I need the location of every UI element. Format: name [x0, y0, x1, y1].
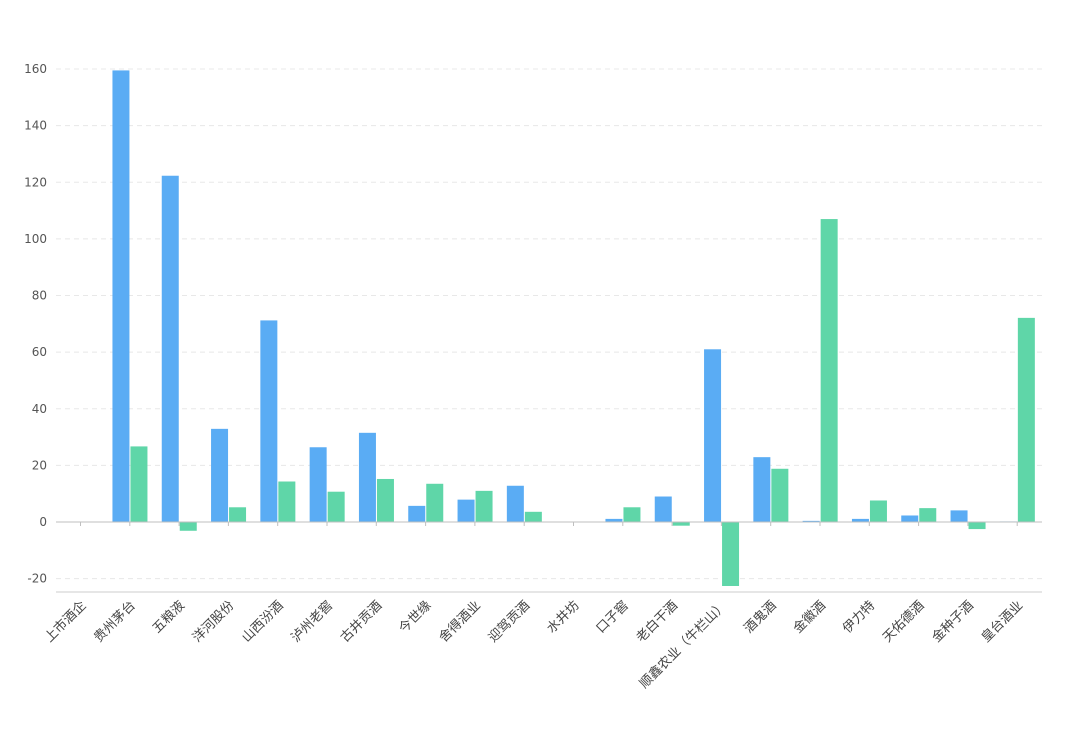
- bar-series-1-3[interactable]: [229, 507, 247, 522]
- bar-series-0-4[interactable]: [260, 320, 278, 522]
- bar-series-1-17[interactable]: [919, 508, 937, 522]
- bar-series-0-7[interactable]: [408, 505, 426, 522]
- bar-series-0-16[interactable]: [851, 518, 869, 522]
- bar-series-0-8[interactable]: [457, 499, 475, 522]
- y-tick-label: 120: [24, 175, 47, 189]
- axes: [56, 521, 1042, 593]
- x-category-label: 五粮液: [150, 598, 188, 636]
- x-category-label: 山西汾酒: [239, 598, 286, 645]
- bar-series-0-14[interactable]: [753, 457, 771, 522]
- x-category-label: 上市酒企: [41, 598, 89, 646]
- y-tick-label: 60: [32, 345, 47, 359]
- bar-series-0-13[interactable]: [704, 349, 722, 522]
- x-category-label: 迎驾贡酒: [486, 598, 533, 645]
- bar-series-0-15[interactable]: [802, 520, 820, 522]
- x-category-label: 顺鑫农业（牛栏山）: [636, 598, 730, 692]
- x-category-label: 洋河股份: [190, 598, 237, 645]
- bar-series-0-11[interactable]: [605, 518, 623, 522]
- bar-series-0-9[interactable]: [506, 485, 524, 522]
- y-tick-label: -20: [27, 572, 47, 586]
- bar-series-1-8[interactable]: [475, 490, 493, 522]
- y-tick-label: 140: [24, 119, 47, 133]
- x-category-label: 古井贡酒: [338, 598, 385, 645]
- bar-series-1-5[interactable]: [327, 491, 345, 522]
- bar-series-0-18[interactable]: [950, 510, 968, 522]
- y-tick-label: 100: [24, 232, 47, 246]
- y-tick-label: 20: [32, 458, 47, 472]
- x-axis-labels: 上市酒企 贵州茅台 五粮液 洋河股份 山西汾酒 泸州老窖 古井贡酒 今世缘 舍得酒业 迎驾贡酒 水井…: [41, 598, 1026, 692]
- x-category-label: 口子窖: [593, 598, 632, 637]
- bar-series-1-19[interactable]: [1017, 317, 1035, 522]
- bar-series-1-1[interactable]: [130, 446, 148, 522]
- bar-series-0-17[interactable]: [901, 515, 919, 522]
- bar-series-1-9[interactable]: [524, 511, 542, 522]
- bar-series-1-11[interactable]: [623, 507, 641, 522]
- bar-series-1-16[interactable]: [869, 500, 887, 522]
- x-category-label: 皇台酒业: [979, 598, 1026, 645]
- bar-series-1-18[interactable]: [968, 522, 986, 530]
- x-category-label: 老白干酒: [633, 598, 681, 646]
- x-category-label: 伊力特: [840, 598, 878, 636]
- x-category-label: 酒鬼酒: [741, 598, 780, 637]
- y-tick-label: 80: [32, 289, 47, 303]
- bar-series-0-1[interactable]: [112, 70, 130, 523]
- bar-series-1-13[interactable]: [722, 522, 740, 586]
- y-tick-label: 40: [32, 402, 47, 416]
- bar-series-0-2[interactable]: [161, 175, 179, 522]
- x-category-label: 贵州茅台: [91, 598, 138, 645]
- bar-series-0-12[interactable]: [654, 496, 672, 522]
- bar-series-1-15[interactable]: [820, 219, 838, 522]
- x-category-label: 今世缘: [396, 598, 435, 637]
- bar-series-1-12[interactable]: [672, 522, 690, 526]
- x-category-label: 天佑德酒: [880, 598, 927, 645]
- grid-lines: [56, 68, 1042, 580]
- bar-series-0-5[interactable]: [309, 447, 327, 522]
- y-tick-label: 160: [24, 62, 47, 76]
- bar-series-1-14[interactable]: [771, 468, 789, 522]
- bar-series-1-2[interactable]: [179, 522, 197, 531]
- y-axis-ticks: -20 0 20 40 60 80 100 120 140 160: [24, 62, 47, 586]
- x-category-label: 泸州老窖: [288, 598, 336, 646]
- x-category-label: 舍得酒业: [436, 598, 484, 646]
- bar-series-1-4[interactable]: [278, 481, 296, 522]
- bars: [112, 70, 1035, 586]
- bar-series-1-7[interactable]: [426, 483, 444, 522]
- bar-series-0-3[interactable]: [211, 428, 229, 522]
- y-tick-label: 0: [39, 515, 47, 529]
- x-category-label: 金徽酒: [790, 598, 829, 637]
- bar-series-0-6[interactable]: [358, 432, 376, 522]
- x-category-label: 金种子酒: [929, 598, 977, 646]
- bar-series-1-6[interactable]: [376, 478, 394, 522]
- x-category-label: 水井坊: [544, 598, 582, 636]
